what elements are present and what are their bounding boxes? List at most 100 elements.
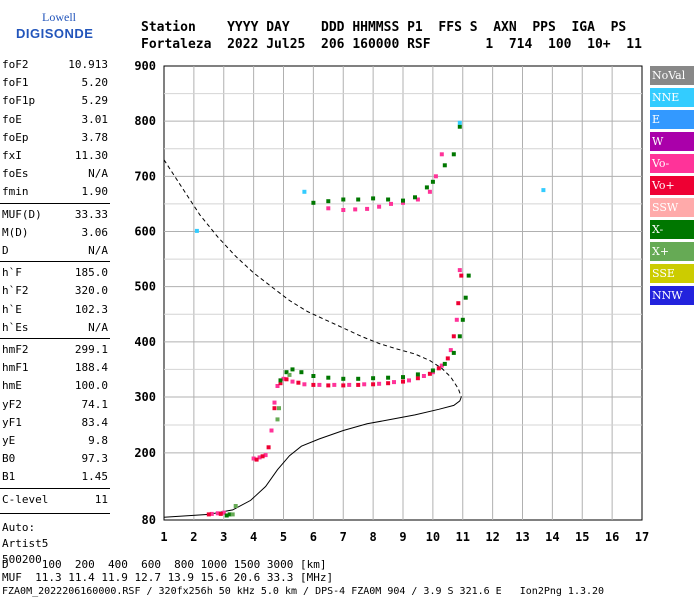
point-x [460,317,465,322]
distance-row: D 100 200 400 600 800 1000 1500 3000 [km… [2,558,327,571]
x-tick-label: 3 [220,530,227,544]
point-x [424,185,429,190]
point-vo [415,376,420,381]
polarization-legend: NoVal NNE E W Vo- Vo+ SSW X- X+ SSE NNW [650,66,694,308]
x-tick-label: 1 [160,530,167,544]
param-value: 1.45 [81,470,109,484]
param-separator [0,512,110,514]
point-x [401,198,405,203]
param-value: 102.3 [74,302,108,316]
point-vo [371,382,376,387]
auto-label: Auto: [2,520,36,534]
param-label: MUF(D) [2,207,42,221]
param-separator [0,202,110,204]
param-value: 11.30 [74,149,108,162]
header-labels: Station YYYY DAY DDD HHMMSS P1 FFS S AXN… [141,20,627,35]
param-value: 3.78 [81,130,109,144]
point-vo [317,382,322,387]
param-row: C-level 11 [2,493,108,509]
point-x [451,152,456,157]
param-label: B0 [2,452,16,466]
file-info-row: FZA0M_2022206160000.RSF / 320fx256h 50 k… [2,586,605,597]
param-label: h`E [2,302,22,316]
point-vo [439,152,444,157]
point-vo [206,512,211,517]
param-row: fmin 1.90 [2,185,108,201]
point-x [299,370,304,375]
point-x [275,417,280,422]
point-x [442,361,447,366]
point-x [230,512,235,517]
point-x [341,197,346,202]
point-x [371,376,376,381]
param-label: hmF2 [2,343,29,356]
point-x [284,370,289,375]
param-label: foEp [2,130,29,144]
point-vo [272,400,277,405]
param-row: foEs N/A [2,167,108,183]
param-value: N/A [88,244,108,257]
lowell-digisonde-logo: Lowell DIGISONDE [4,6,93,46]
artist-code: 500200 [2,552,42,566]
param-label: fxI [2,149,22,162]
x-tick-label: 2 [190,530,197,544]
point-nne [541,188,546,193]
point-x [224,513,229,518]
legend-item-vo: Vo+ [650,176,694,195]
param-row: h`E 102.3 [2,303,108,319]
param-label: B1 [2,470,16,484]
point-vo [326,206,331,211]
point-x [311,200,316,205]
point-vo [263,453,268,458]
point-x [386,197,391,202]
param-row: foE 3.01 [2,113,108,129]
point-x [413,195,417,200]
point-vo [296,380,301,385]
x-tick-label: 13 [515,530,529,544]
y-tick-label: 800 [134,114,156,128]
point-vo [427,189,432,194]
point-vo [377,204,382,209]
point-x [430,179,435,184]
param-row: yF1 83.4 [2,416,108,432]
x-tick-label: 4 [250,530,257,544]
param-value: 299.1 [74,343,108,356]
param-value: 97.3 [81,452,109,466]
point-vo [272,406,277,411]
point-vo [290,379,295,384]
y-tick-label: 500 [134,280,156,294]
point-vo [260,454,265,459]
point-vo [415,197,420,202]
curve-model [163,159,462,398]
point-vo [221,510,226,515]
param-label: D [2,244,9,257]
param-row: foF2 10.913 [2,58,108,74]
point-x [457,334,462,339]
point-vo [257,455,262,460]
point-vo [218,511,223,516]
point-vo [284,377,289,382]
point-vo [439,363,444,368]
point-vo [275,384,280,388]
point-x [341,376,346,381]
param-row: foF1 5.20 [2,76,108,92]
param-separator [0,261,110,263]
param-value: N/A [88,320,108,334]
x-tick-label: 14 [545,530,559,544]
param-value: 5.29 [81,94,109,108]
param-row: h`Es N/A [2,321,108,337]
legend-item-nnw: NNW [650,286,694,305]
param-value: 10.913 [68,58,108,71]
point-vo [362,382,367,387]
point-x [401,375,405,380]
point-x [326,375,331,380]
param-label: h`F [2,266,22,280]
point-x [311,374,316,378]
legend-item-x: X+ [650,242,694,261]
y-tick-label: 900 [134,59,156,73]
param-separator [0,487,110,489]
param-label: C-level [2,492,49,506]
point-vo [269,428,274,433]
logo-text-bottom: DIGISONDE [16,26,94,41]
